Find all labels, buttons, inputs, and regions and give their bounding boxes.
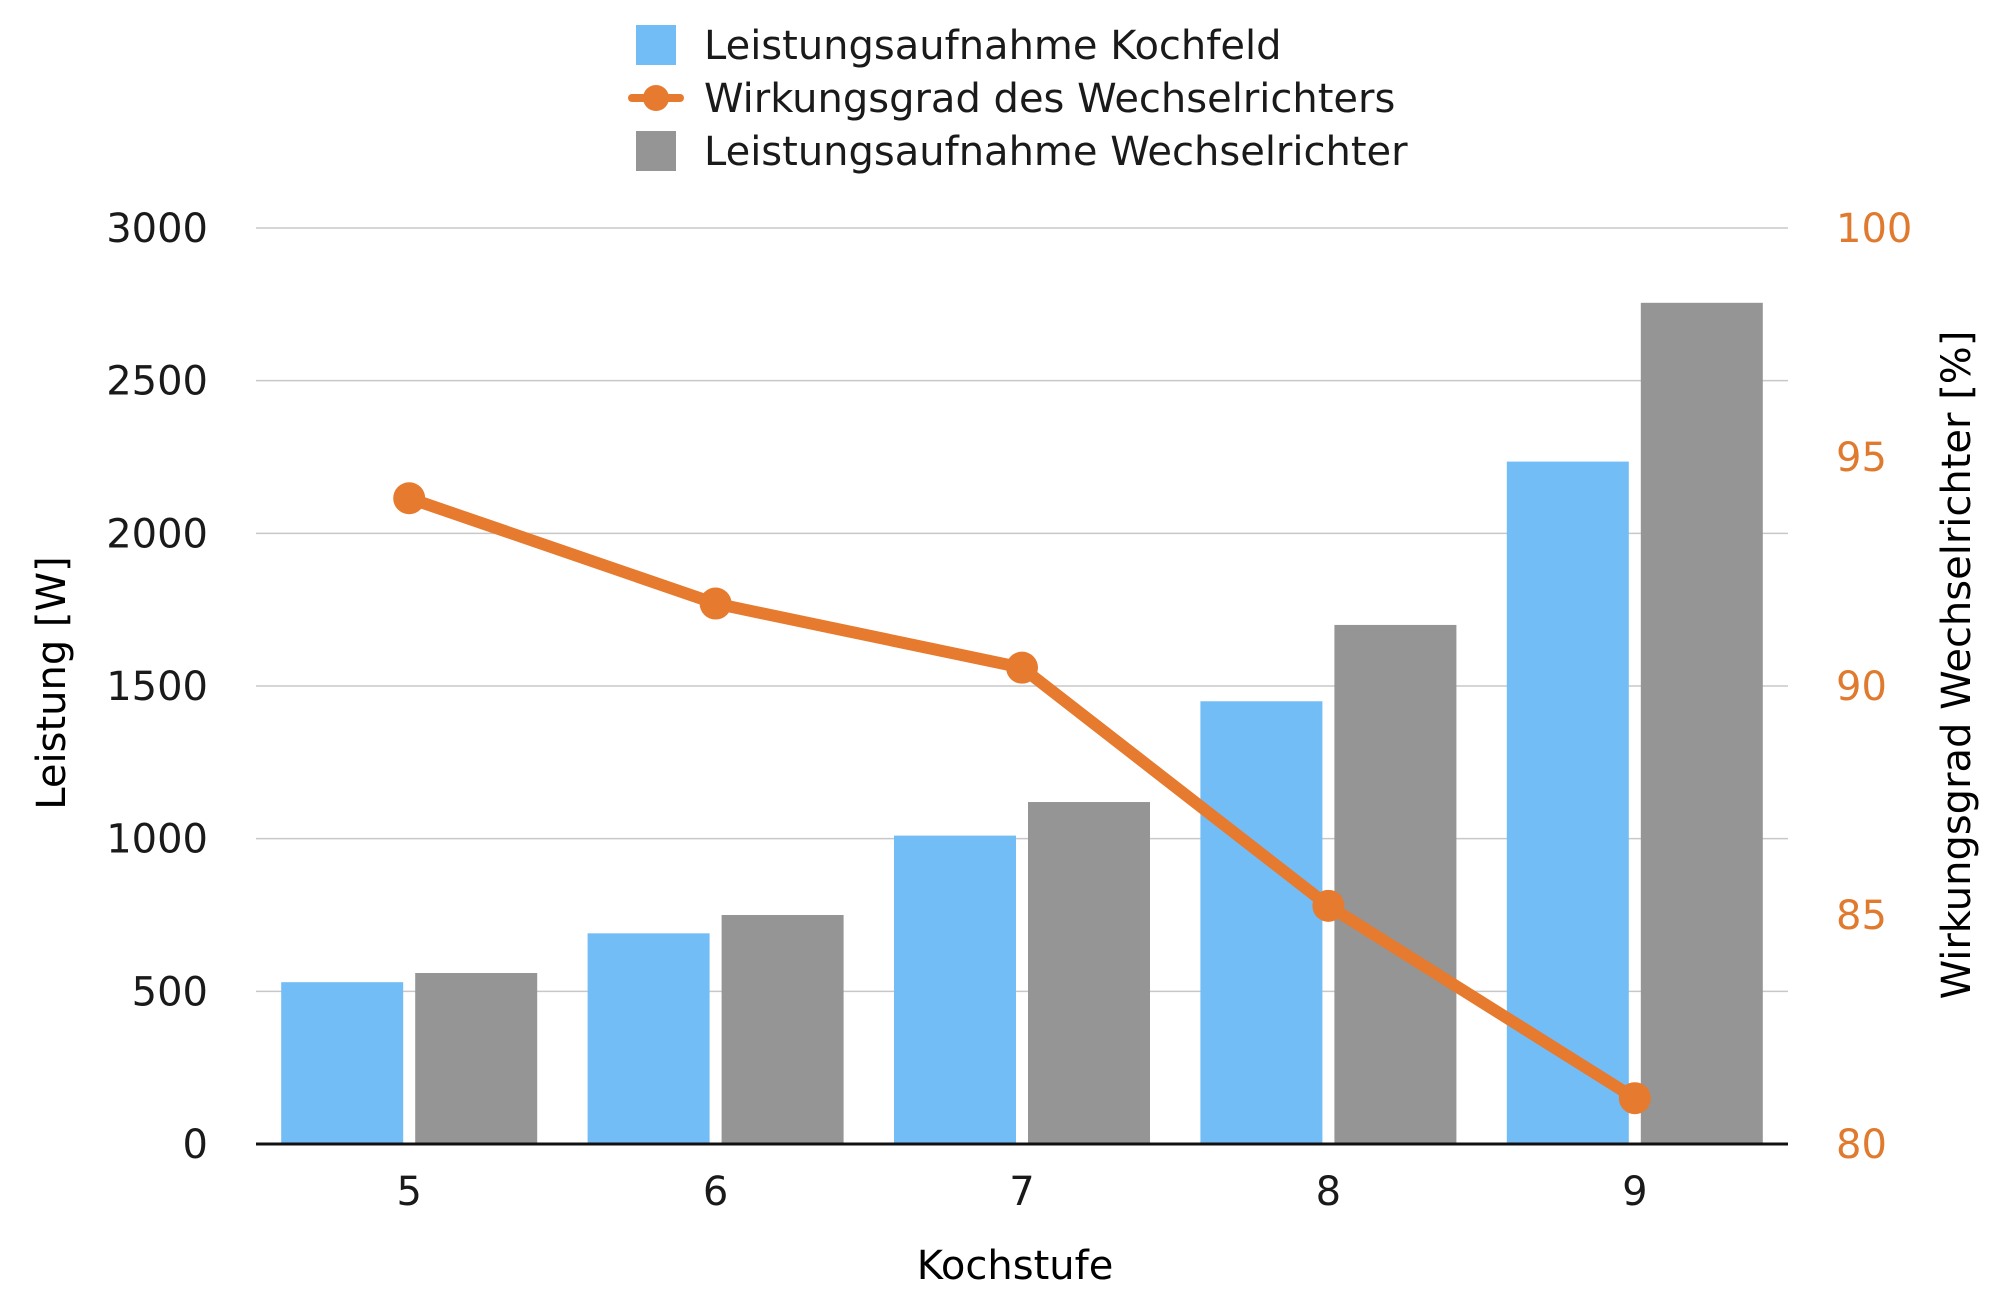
- efficiency-point: [699, 587, 732, 620]
- bar-kochfeld: [894, 835, 1016, 1144]
- efficiency-point: [1006, 651, 1038, 684]
- y-right-tick-label: 100: [1836, 206, 1912, 252]
- y-axis-right-title: Wirkungsgrad Wechselrichter [%]: [1934, 331, 1980, 1000]
- bar-kochfeld: [587, 933, 710, 1144]
- x-tick-label: 9: [1622, 1169, 1647, 1215]
- y-left-tick-label: 1500: [106, 664, 208, 710]
- x-tick-label: 8: [1316, 1169, 1341, 1215]
- bar-wechselrichter: [1028, 802, 1150, 1144]
- bar-wechselrichter: [1640, 302, 1763, 1145]
- legend: Leistungsaufnahme Kochfeld Wirkungsgrad d…: [628, 23, 1408, 175]
- bar-kochfeld: [281, 982, 404, 1144]
- bar-kochfeld: [1506, 461, 1629, 1145]
- bar-wechselrichter: [1334, 624, 1457, 1144]
- y-left-tick-label: 2500: [106, 359, 208, 405]
- efficiency-point: [1312, 889, 1345, 922]
- x-tick-label: 5: [396, 1169, 421, 1215]
- y-right-tick-label: 80: [1836, 1122, 1887, 1168]
- legend-item: Leistungsaufnahme Wechselrichter: [636, 129, 1408, 175]
- efficiency-point: [393, 482, 426, 515]
- x-axis-title: Kochstufe: [917, 1243, 1114, 1289]
- y-axis-right-ticks: 80 85 90 95 100: [1836, 206, 1912, 1168]
- x-axis-ticks: 5 6 7 8 9: [396, 1169, 1647, 1215]
- efficiency-line: [393, 482, 1651, 1115]
- x-tick-label: 6: [703, 1169, 728, 1215]
- legend-label: Wirkungsgrad des Wechselrichters: [704, 76, 1395, 122]
- legend-swatch: [636, 131, 676, 171]
- y-left-tick-label: 0: [183, 1122, 208, 1168]
- legend-item: Wirkungsgrad des Wechselrichters: [628, 76, 1395, 122]
- y-axis-left-ticks: 0 500 1000 1500 2000 2500 3000: [106, 206, 208, 1168]
- legend-label: Leistungsaufnahme Kochfeld: [704, 23, 1281, 69]
- y-right-tick-label: 85: [1836, 893, 1887, 939]
- y-right-tick-label: 95: [1836, 435, 1887, 481]
- bar-kochfeld: [1200, 701, 1323, 1144]
- legend-marker: [643, 85, 669, 111]
- x-tick-label: 7: [1009, 1169, 1034, 1215]
- legend-label: Leistungsaufnahme Wechselrichter: [704, 129, 1408, 175]
- bar-wechselrichter: [721, 915, 844, 1144]
- y-right-tick-label: 90: [1836, 664, 1887, 710]
- legend-swatch: [636, 25, 676, 65]
- y-left-tick-label: 500: [132, 969, 208, 1015]
- bars: [281, 302, 1763, 1145]
- y-left-tick-label: 2000: [106, 511, 208, 557]
- y-axis-left-title: Leistung [W]: [29, 556, 75, 809]
- legend-item: Leistungsaufnahme Kochfeld: [636, 23, 1281, 69]
- y-left-tick-label: 1000: [106, 817, 208, 863]
- y-left-tick-label: 3000: [106, 206, 208, 252]
- efficiency-point: [1618, 1082, 1651, 1115]
- bar-wechselrichter: [415, 973, 538, 1144]
